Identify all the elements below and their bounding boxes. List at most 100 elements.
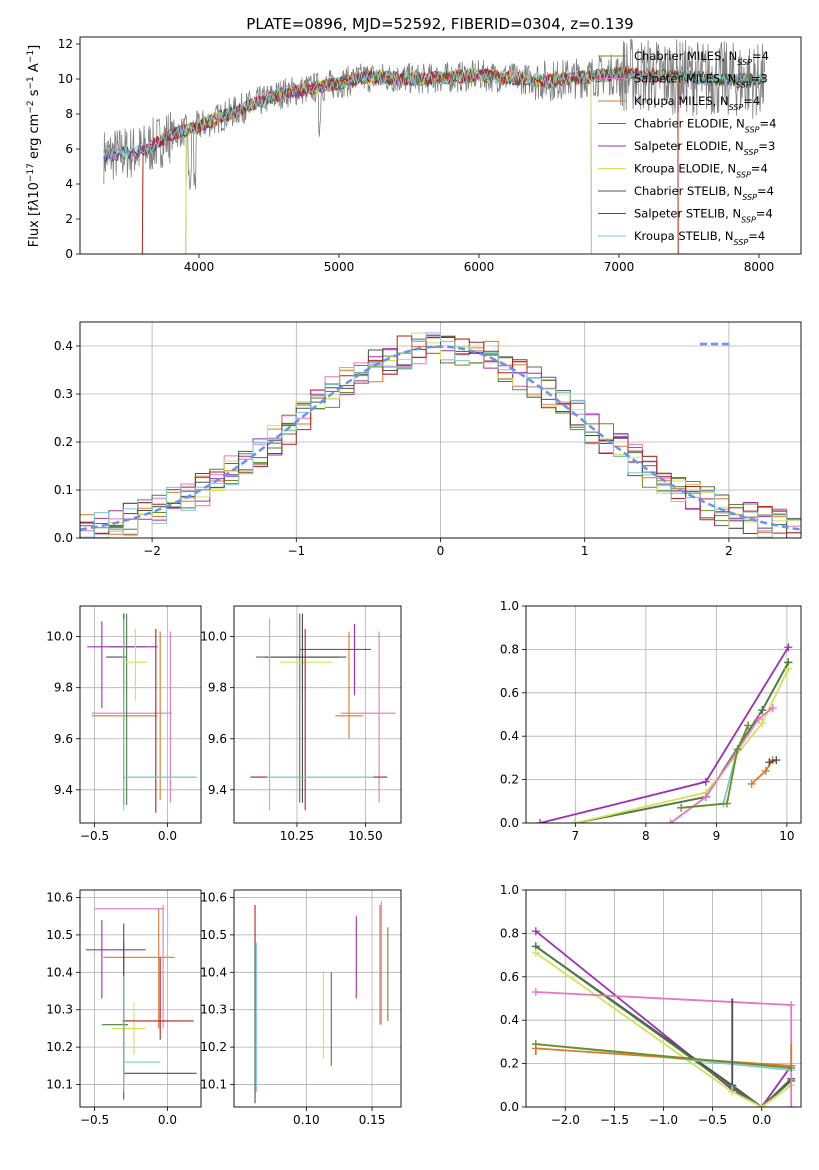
weight-line <box>681 725 749 809</box>
weight-marker <box>571 819 580 823</box>
y-tick-label: 9.4 <box>54 783 73 797</box>
plot-area <box>103 38 766 254</box>
weight-line <box>535 952 792 1107</box>
y-tick-label: 9.8 <box>208 681 227 695</box>
legend-n-prefix: , N <box>725 207 741 221</box>
legend-sub: SSP <box>737 58 752 67</box>
spectrum-model-line <box>103 68 592 254</box>
y-tick-label: 10.4 <box>200 965 227 979</box>
legend-entry: Chabrier ELODIE, NSSP=4 <box>634 117 776 135</box>
axes-frame <box>79 36 802 255</box>
legend-n-eq: = <box>743 94 753 108</box>
x-tick-label: 8 <box>642 829 650 843</box>
legend-sub: SSP <box>741 215 756 224</box>
legend-n-prefix: , N <box>720 72 736 86</box>
weight-marker <box>733 745 742 754</box>
legend-n: 3 <box>768 139 775 153</box>
legend-name: Salpeter ELODIE <box>634 139 728 153</box>
legend-n: 4 <box>769 117 776 131</box>
y-tick-label: 0.1 <box>54 483 73 497</box>
legend-sub: SSP <box>736 170 751 179</box>
y-tick-label: 10.6 <box>200 890 227 904</box>
y-axis-label: Flux [fλ10−17 erg cm−2 s−1 A−1] <box>26 45 42 247</box>
y-tick-label: 8 <box>65 107 73 121</box>
weight-marker <box>784 643 793 652</box>
x-tick-label: 10.50 <box>348 829 382 843</box>
y-axis-label-part: λ <box>27 199 42 208</box>
grid <box>80 890 201 1107</box>
weight-marker <box>758 719 767 728</box>
legend-n: 4 <box>758 229 765 243</box>
legend-n-eq: = <box>760 117 770 131</box>
legend-n-eq: = <box>756 207 766 221</box>
x-tick-label: 0.10 <box>293 1113 320 1127</box>
plot-area <box>87 613 197 813</box>
plot-area <box>250 613 396 811</box>
x-tick-label: −2.0 <box>551 1113 580 1127</box>
x-tick-label: −1.5 <box>600 1113 629 1127</box>
legend-sub: SSP <box>742 193 757 202</box>
weight-marker <box>747 779 756 788</box>
axes-frame <box>79 605 202 824</box>
y-axis-label-part: 10 <box>27 182 42 199</box>
legend-n-prefix: , N <box>720 162 736 176</box>
spectrum-model-line <box>103 68 766 162</box>
weight-marker <box>677 803 686 812</box>
weight-marker <box>757 1103 766 1107</box>
weight-marker <box>701 777 710 786</box>
x-tick-label: 5000 <box>324 260 355 274</box>
y-tick-label: 12 <box>58 37 73 51</box>
histogram-step <box>80 332 801 538</box>
legend-sub: SSP <box>729 103 744 112</box>
weight-marker <box>666 819 675 823</box>
weight-marker <box>701 792 710 801</box>
x-tick-label: 10 <box>779 829 794 843</box>
legend-sub: SSP <box>736 80 751 89</box>
plot-area <box>536 643 793 823</box>
x-tick-label: −0.5 <box>80 829 109 843</box>
legend-n: 3 <box>760 72 767 86</box>
axes-frame <box>525 889 802 1108</box>
weight-line <box>535 1047 792 1067</box>
weight-marker <box>758 706 767 715</box>
y-tick-label: 6 <box>65 142 73 156</box>
y-tick-label: 4 <box>65 177 73 191</box>
legend-n-prefix: , N <box>718 229 734 243</box>
x-tick-label: 1 <box>581 544 589 558</box>
legend-n-prefix: , N <box>726 184 742 198</box>
legend-n-prefix: , N <box>713 94 729 108</box>
y-tick-label: 0.4 <box>500 729 519 743</box>
legend-n-eq: = <box>751 162 761 176</box>
y-tick-label: 10.3 <box>200 1003 227 1017</box>
y-tick-label: 9.4 <box>208 783 227 797</box>
y-axis-label-part: −1 <box>26 76 36 89</box>
x-tick-label: 9 <box>713 829 721 843</box>
weight-marker <box>531 948 540 957</box>
x-tick-label: 0.0 <box>158 829 177 843</box>
weight-marker <box>531 987 540 996</box>
y-tick-label: 0.0 <box>54 531 73 545</box>
legend-name: Chabrier ELODIE <box>634 117 729 131</box>
x-tick-label: −2 <box>143 544 161 558</box>
axes-frame <box>525 605 802 824</box>
weight-marker <box>531 927 540 936</box>
weight-marker <box>787 1103 796 1107</box>
grid <box>234 606 401 823</box>
legend-entry: Chabrier STELIB, NSSP=4 <box>634 184 774 202</box>
y-axis-label-part: s <box>27 89 42 100</box>
y-tick-label: 0.3 <box>54 387 73 401</box>
y-tick-label: 10.1 <box>200 1078 227 1092</box>
grid <box>234 890 401 1107</box>
legend-entry: Kroupa STELIB, NSSP=4 <box>634 229 765 247</box>
plot-area <box>85 904 197 1100</box>
weight-marker <box>754 714 763 723</box>
y-tick-label: 10.0 <box>46 630 73 644</box>
legend-name: Salpeter STELIB <box>634 207 725 221</box>
legend-sub: SSP <box>744 148 759 157</box>
y-tick-label: 0.2 <box>54 435 73 449</box>
y-tick-label: 9.8 <box>54 681 73 695</box>
normal-curve <box>80 345 801 531</box>
histogram-step <box>80 332 801 538</box>
age-vs-mass-panel: 10.25 10.50 9.4 9.6 9.8 10.0 <box>200 605 402 843</box>
